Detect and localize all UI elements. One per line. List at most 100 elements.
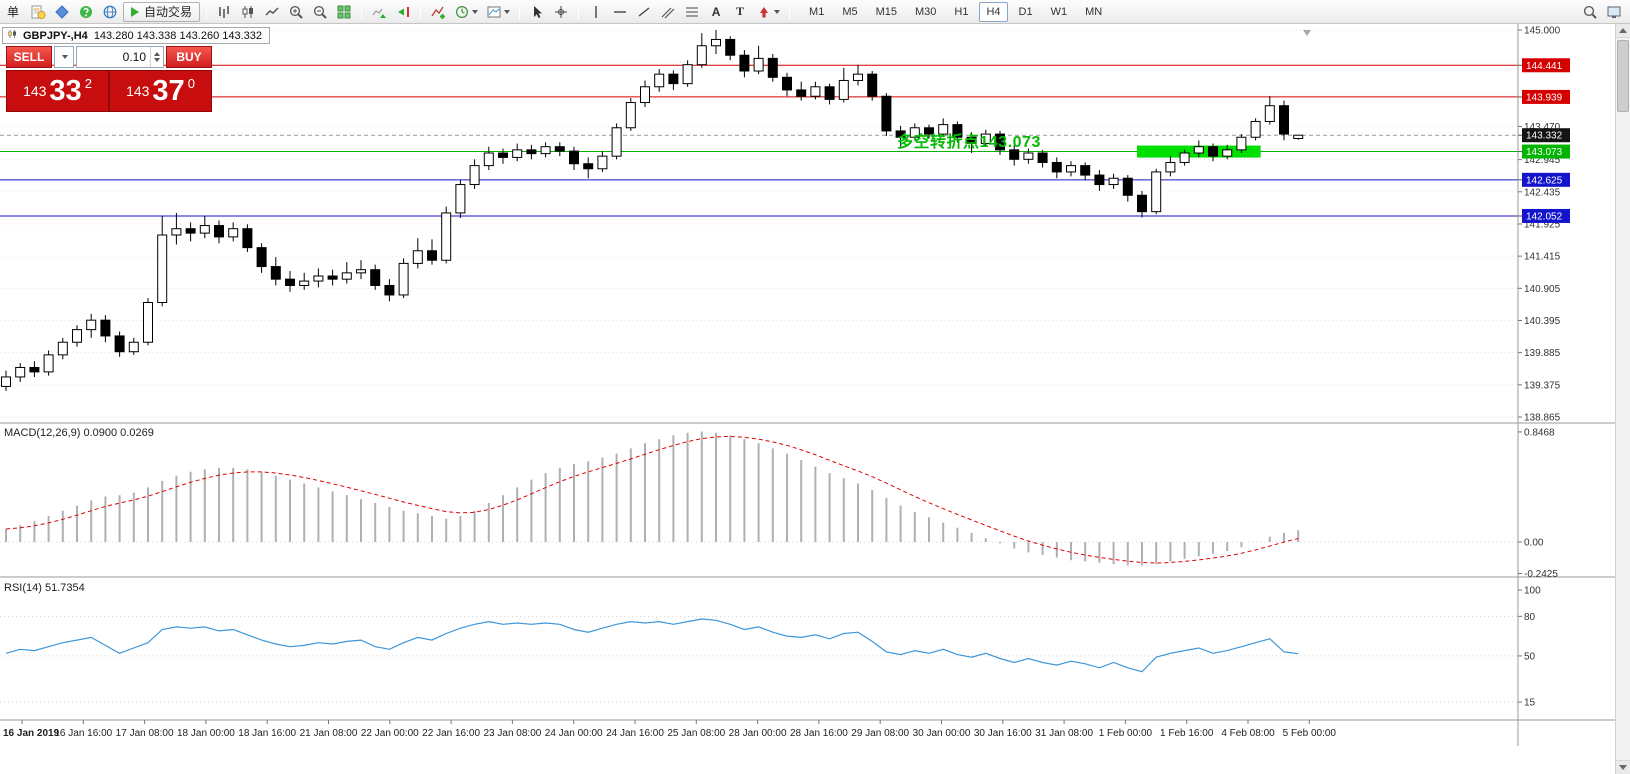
timeframe-m15[interactable]: M15 (875, 5, 897, 18)
chevron-down-icon (472, 9, 479, 14)
svg-text:30 Jan 16:00: 30 Jan 16:00 (974, 728, 1032, 739)
svg-text:16 Jan 16:00: 16 Jan 16:00 (54, 728, 112, 739)
line-chart-icon[interactable] (261, 2, 283, 22)
sell-button[interactable]: SELL (6, 46, 52, 68)
timeframe-h1[interactable]: H1 (954, 5, 969, 18)
metaeditor-icon[interactable] (51, 2, 73, 22)
svg-text:31 Jan 08:00: 31 Jan 08:00 (1035, 728, 1093, 739)
arrow-up-icon (1619, 28, 1627, 33)
indicators-icon[interactable] (427, 2, 449, 22)
timeframe-d1[interactable]: D1 (1018, 5, 1033, 18)
chart-canvas[interactable]: 145.000 143.470 142.945 142.435 141.925 141.4… (0, 24, 1615, 774)
scroll-thumb[interactable] (1617, 40, 1629, 112)
svg-text:15: 15 (1524, 698, 1536, 709)
svg-text:22 Jan 16:00: 22 Jan 16:00 (422, 728, 480, 739)
scroll-up-button[interactable] (1616, 24, 1630, 38)
timeframe-mn[interactable]: MN (1085, 5, 1103, 18)
buy-price-main: 143 (126, 83, 150, 99)
macd-label: MACD(12,26,9) 0.0900 0.0269 (4, 427, 154, 439)
search-icon[interactable] (1579, 2, 1601, 22)
fibonacci-tool-icon[interactable] (681, 2, 703, 22)
sell-price-sup: 2 (84, 76, 92, 91)
timeframe-group: M1 M5 M15 M30 H1 H4 D1 W1 MN (802, 1, 1109, 22)
candlestick-icon[interactable] (237, 2, 259, 22)
workspace-icon[interactable] (1603, 2, 1625, 22)
lot-increase-button[interactable] (154, 52, 160, 56)
svg-text:143.470: 143.470 (1524, 122, 1561, 133)
globe-icon[interactable] (99, 2, 121, 22)
price-level-badges: 144.441 143.939 143.332 143.073 142.625 142.0… (1518, 58, 1570, 223)
lot-size-field[interactable]: 0.10 (76, 46, 164, 68)
svg-text:141.925: 141.925 (1524, 219, 1561, 230)
svg-text:0.00: 0.00 (1524, 538, 1544, 549)
periods-icon[interactable] (451, 2, 481, 22)
sell-price-display[interactable]: 143 33 2 (7, 71, 110, 111)
menu-item[interactable]: 单 (7, 5, 20, 19)
sell-price-pips: 33 (49, 74, 82, 107)
timeframe-w1[interactable]: W1 (1050, 5, 1068, 18)
label-tool-icon[interactable]: T (729, 2, 751, 22)
scroll-down-button[interactable] (1616, 760, 1630, 774)
svg-text:18 Jan 16:00: 18 Jan 16:00 (238, 728, 296, 739)
templates-icon[interactable] (483, 2, 513, 22)
help-icon[interactable] (75, 2, 97, 22)
svg-text:143.073: 143.073 (1526, 147, 1563, 158)
lot-size-value[interactable]: 0.10 (122, 50, 146, 64)
timeframe-m5[interactable]: M5 (842, 5, 858, 18)
svg-text:1 Feb 00:00: 1 Feb 00:00 (1099, 728, 1153, 739)
text-tool-glyph: A (711, 4, 721, 19)
svg-text:5 Feb 00:00: 5 Feb 00:00 (1283, 728, 1337, 739)
svg-text:138.865: 138.865 (1524, 413, 1561, 424)
svg-text:140.395: 140.395 (1524, 316, 1561, 327)
zoom-out-icon[interactable] (309, 2, 331, 22)
svg-text:4 Feb 08:00: 4 Feb 08:00 (1221, 728, 1275, 739)
bar-chart-icon[interactable] (213, 2, 235, 22)
chevron-down-icon (62, 55, 68, 59)
svg-text:-0.2425: -0.2425 (1524, 569, 1558, 580)
main-toolbar: 单 自动交易 A T (0, 0, 1630, 24)
svg-text:139.885: 139.885 (1524, 348, 1561, 359)
svg-text:0.8468: 0.8468 (1524, 427, 1555, 438)
svg-text:142.052: 142.052 (1526, 211, 1563, 222)
cursor-icon[interactable] (526, 2, 548, 22)
chart-tab[interactable]: GBPJPY-,H4 143.280 143.338 143.260 143.3… (2, 27, 271, 44)
svg-text:139.375: 139.375 (1524, 380, 1561, 391)
vertical-scrollbar[interactable] (1615, 24, 1630, 774)
svg-text:29 Jan 08:00: 29 Jan 08:00 (851, 728, 909, 739)
svg-text:145.000: 145.000 (1524, 26, 1561, 37)
svg-text:17 Jan 08:00: 17 Jan 08:00 (116, 728, 174, 739)
buy-button[interactable]: BUY (166, 46, 212, 68)
autotrading-button[interactable]: 自动交易 (123, 1, 201, 22)
chevron-down-icon (504, 9, 511, 14)
buy-price-display[interactable]: 143 37 0 (110, 71, 211, 111)
toolbar-separator (361, 3, 363, 20)
crosshair-icon[interactable] (550, 2, 572, 22)
chart-background (0, 24, 1615, 774)
zoom-in-icon[interactable] (285, 2, 307, 22)
timeframe-h4[interactable]: H4 (979, 1, 1008, 22)
horizontal-line-tool-icon[interactable] (609, 2, 631, 22)
vertical-line-tool-icon[interactable] (585, 2, 607, 22)
chart-shift-marker (1303, 30, 1311, 36)
text-tool-icon[interactable]: A (705, 2, 727, 22)
trendline-tool-icon[interactable] (633, 2, 655, 22)
svg-text:142.625: 142.625 (1526, 175, 1563, 186)
turning-point-annotation: 多空转折点143.073 (897, 134, 1041, 151)
new-order-icon[interactable] (27, 2, 49, 22)
timeframe-m30[interactable]: M30 (915, 5, 937, 18)
timeframe-m1[interactable]: M1 (809, 5, 825, 18)
svg-text:50: 50 (1524, 651, 1536, 662)
macd-histogram (5, 431, 1300, 566)
auto-scroll-icon[interactable] (368, 2, 390, 22)
lot-decrease-button[interactable] (154, 58, 160, 62)
channel-tool-icon[interactable] (657, 2, 679, 22)
arrow-down-icon (1619, 765, 1627, 770)
tile-windows-icon[interactable] (333, 2, 355, 22)
label-tool-glyph: T (736, 4, 745, 18)
arrows-tool-icon[interactable] (753, 2, 783, 22)
chart-shift-icon[interactable] (392, 2, 414, 22)
order-type-dropdown[interactable] (54, 46, 74, 68)
rsi-line (5, 618, 1299, 673)
autotrading-label: 自动交易 (144, 5, 193, 19)
